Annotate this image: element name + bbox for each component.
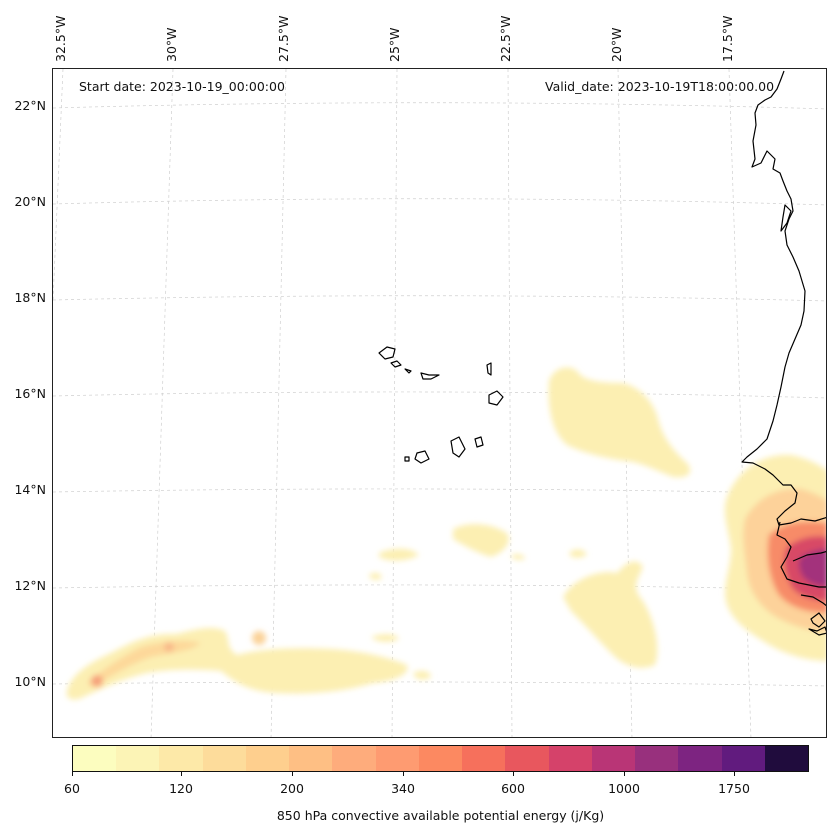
colorbar-swatch xyxy=(245,746,290,771)
cape-patch xyxy=(371,634,399,642)
cape-spot xyxy=(164,642,174,652)
colorbar-swatch xyxy=(73,746,117,771)
colorbar-swatch xyxy=(289,746,333,771)
colorbar-tick xyxy=(734,772,735,776)
island xyxy=(486,362,492,376)
africa-coastline xyxy=(741,70,826,526)
cape-spot xyxy=(252,631,266,645)
lon-label-30w: 30°W xyxy=(164,27,179,62)
coast-segment xyxy=(776,521,826,588)
map-panel xyxy=(52,68,827,738)
colorbar-swatch xyxy=(721,746,765,771)
lat-label-16n: 16°N xyxy=(14,386,46,401)
cape-patch xyxy=(369,572,382,580)
lon-label-25w: 25°W xyxy=(387,27,402,62)
colorbar-swatch xyxy=(678,746,722,771)
island xyxy=(390,360,402,368)
cape-patch xyxy=(453,524,509,557)
cape-field xyxy=(66,367,826,700)
cape-patch xyxy=(413,670,431,680)
cape-patch xyxy=(379,548,419,561)
colorbar-tick xyxy=(292,772,293,776)
cape-spot xyxy=(91,675,103,687)
colorbar-swatch xyxy=(159,746,203,771)
colorbar-tick-label: 1000 xyxy=(608,781,640,796)
colorbar-swatch xyxy=(375,746,419,771)
colorbar-swatch xyxy=(635,746,679,771)
lon-label-27-5w: 27.5°W xyxy=(276,15,291,62)
colorbar-tick xyxy=(624,772,625,776)
map-canvas xyxy=(53,69,826,737)
cape-patch xyxy=(511,554,525,560)
lon-label-20w: 20°W xyxy=(609,27,624,62)
colorbar-tick-label: 60 xyxy=(64,781,80,796)
colorbar-swatch xyxy=(418,746,463,771)
colorbar-swatch xyxy=(462,746,506,771)
island xyxy=(474,436,484,448)
colorbar-tick-label: 200 xyxy=(280,781,304,796)
coast-segment xyxy=(808,626,826,636)
colorbar-swatch xyxy=(764,746,808,771)
colorbar-tick-label: 600 xyxy=(501,781,525,796)
island xyxy=(378,346,396,360)
island xyxy=(404,368,412,374)
cape-coast-peak xyxy=(798,549,826,587)
colorbar-swatch xyxy=(591,746,636,771)
colorbar-tick xyxy=(403,772,404,776)
colorbar-swatch xyxy=(505,746,549,771)
island xyxy=(404,456,410,462)
colorbar-tick xyxy=(72,772,73,776)
colorbar-tick-label: 1750 xyxy=(718,781,750,796)
lat-label-20n: 20°N xyxy=(14,194,46,209)
island xyxy=(488,390,504,406)
lat-label-18n: 18°N xyxy=(14,290,46,305)
cape-patch xyxy=(563,561,658,668)
lat-label-10n: 10°N xyxy=(14,674,46,689)
island xyxy=(450,436,466,458)
valid-date-label: Valid_date: 2023-10-19T18:00:00.00 xyxy=(545,79,775,94)
colorbar-tick-label: 340 xyxy=(391,781,415,796)
coast-segment xyxy=(780,204,792,232)
island xyxy=(420,372,440,380)
colorbar-tick xyxy=(181,772,182,776)
colorbar-tick xyxy=(513,772,514,776)
island xyxy=(414,450,430,464)
cape-band-inner xyxy=(87,640,201,687)
coast-segment xyxy=(810,612,826,628)
colorbar-swatch xyxy=(548,746,592,771)
lat-label-22n: 22°N xyxy=(14,98,46,113)
cape-patch xyxy=(569,549,587,558)
lon-label-22-5w: 22.5°W xyxy=(498,15,513,62)
cape-patch xyxy=(548,367,691,478)
colorbar-swatch xyxy=(332,746,376,771)
lat-label-12n: 12°N xyxy=(14,578,46,593)
lon-label-32-5w: 32.5°W xyxy=(53,15,68,62)
lon-label-17-5w: 17.5°W xyxy=(720,15,735,62)
colorbar-swatch xyxy=(116,746,160,771)
colorbar-swatch xyxy=(202,746,246,771)
start-date-label: Start date: 2023-10-19_00:00:00 xyxy=(79,79,285,94)
lat-label-14n: 14°N xyxy=(14,482,46,497)
coast-segment xyxy=(800,594,826,607)
colorbar-tick-label: 120 xyxy=(169,781,193,796)
colorbar-label: 850 hPa convective available potential e… xyxy=(276,808,605,823)
coast-segment xyxy=(792,550,826,562)
colorbar xyxy=(72,745,809,772)
coastlines xyxy=(378,70,826,636)
